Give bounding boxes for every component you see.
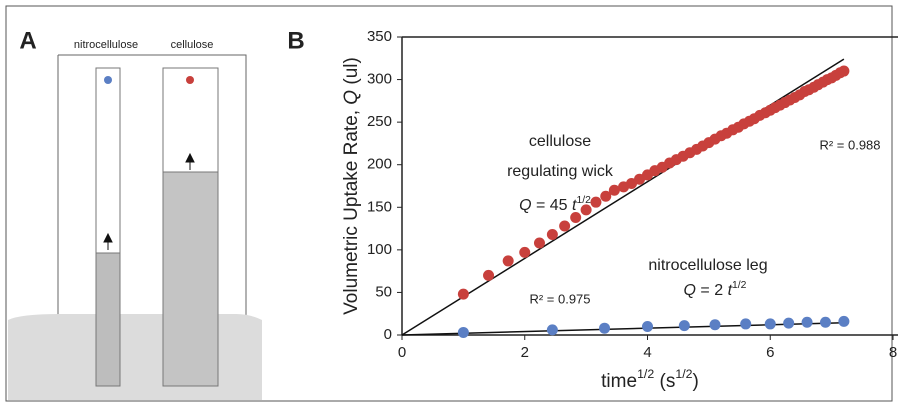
x-axis-label-part: ) bbox=[693, 371, 699, 392]
y-tick-label: 350 bbox=[367, 28, 392, 45]
annotation-part: 1/2 bbox=[732, 280, 747, 291]
strip-label: nitrocellulose bbox=[74, 39, 138, 51]
x-tick-label: 8 bbox=[889, 344, 897, 361]
container bbox=[58, 54, 247, 318]
point bbox=[502, 255, 514, 267]
point bbox=[600, 190, 612, 202]
container bbox=[57, 55, 71, 320]
annotation-part: Q bbox=[684, 282, 696, 299]
annotation: R² = 0.988 bbox=[819, 137, 880, 152]
wetted-region bbox=[162, 171, 219, 387]
annotation: nitrocellulose leg bbox=[648, 257, 767, 274]
point bbox=[599, 322, 611, 334]
annotation-part: 1/2 bbox=[576, 195, 591, 206]
annotation-part: t bbox=[728, 282, 733, 299]
point bbox=[580, 204, 592, 216]
annotation-part: = 2 bbox=[696, 282, 728, 299]
arrow bbox=[185, 152, 195, 170]
point bbox=[838, 65, 850, 77]
annotation: Q = 45 t1/2 bbox=[519, 195, 591, 214]
x-axis-label-part: time bbox=[601, 371, 637, 392]
strip-label: cellulose bbox=[171, 39, 214, 51]
x-tick-label: 0 bbox=[398, 344, 406, 361]
wetted-region bbox=[95, 252, 121, 387]
annotation: cellulose bbox=[529, 133, 591, 150]
point bbox=[546, 229, 558, 241]
y-tick-label: 0 bbox=[384, 326, 392, 343]
point bbox=[457, 288, 469, 300]
annotation: R² = 0.975 bbox=[529, 291, 590, 306]
point bbox=[838, 315, 850, 327]
point bbox=[801, 316, 813, 328]
figure-frame bbox=[5, 5, 893, 402]
annotation-part: Q bbox=[519, 197, 531, 214]
y-tick-label: 250 bbox=[367, 113, 392, 130]
dot bbox=[104, 76, 112, 84]
point bbox=[590, 196, 602, 208]
y-tick-label: 50 bbox=[375, 283, 392, 300]
annotation: regulating wick bbox=[507, 163, 614, 180]
panel-label: A bbox=[19, 27, 36, 54]
y-tick-label: 300 bbox=[367, 71, 392, 88]
point bbox=[483, 269, 495, 281]
annotation: Q = 2 t1/2 bbox=[684, 280, 747, 299]
x-tick-label: 4 bbox=[643, 344, 651, 361]
point bbox=[457, 326, 469, 338]
annotation-part: = 45 bbox=[532, 197, 572, 214]
arrow bbox=[103, 232, 113, 250]
y-axis-label-part: Volumetric Uptake Rate, bbox=[341, 105, 362, 315]
point bbox=[783, 317, 795, 329]
point bbox=[559, 220, 571, 232]
point bbox=[570, 212, 582, 224]
y-axis-label-part: (ul) bbox=[341, 57, 362, 90]
x-tick-label: 6 bbox=[766, 344, 774, 361]
x-axis-label-part: 1/2 bbox=[675, 367, 692, 381]
point bbox=[533, 237, 545, 249]
x-tick-label: 2 bbox=[521, 344, 529, 361]
panel-label: B bbox=[287, 27, 304, 54]
point bbox=[546, 324, 558, 336]
point bbox=[819, 316, 831, 328]
annotation-part: t bbox=[572, 197, 577, 214]
point bbox=[608, 184, 620, 196]
x-axis-label-part: 1/2 bbox=[637, 367, 654, 381]
point bbox=[764, 318, 776, 330]
reservoir bbox=[8, 314, 262, 400]
y-axis-label: Volumetric Uptake Rate, Q (ul) bbox=[341, 57, 362, 315]
point bbox=[709, 319, 721, 331]
y-tick-label: 100 bbox=[367, 241, 392, 258]
point bbox=[740, 318, 752, 330]
y-tick-label: 200 bbox=[367, 156, 392, 173]
point bbox=[678, 320, 690, 332]
dot bbox=[186, 76, 194, 84]
y-axis-label-part: Q bbox=[341, 90, 362, 105]
point bbox=[642, 320, 653, 332]
x-axis-label: time1/2 (s1/2) bbox=[601, 367, 699, 392]
point bbox=[519, 246, 531, 258]
x-axis-label-part: (s bbox=[654, 371, 675, 392]
y-tick-label: 150 bbox=[367, 198, 392, 215]
